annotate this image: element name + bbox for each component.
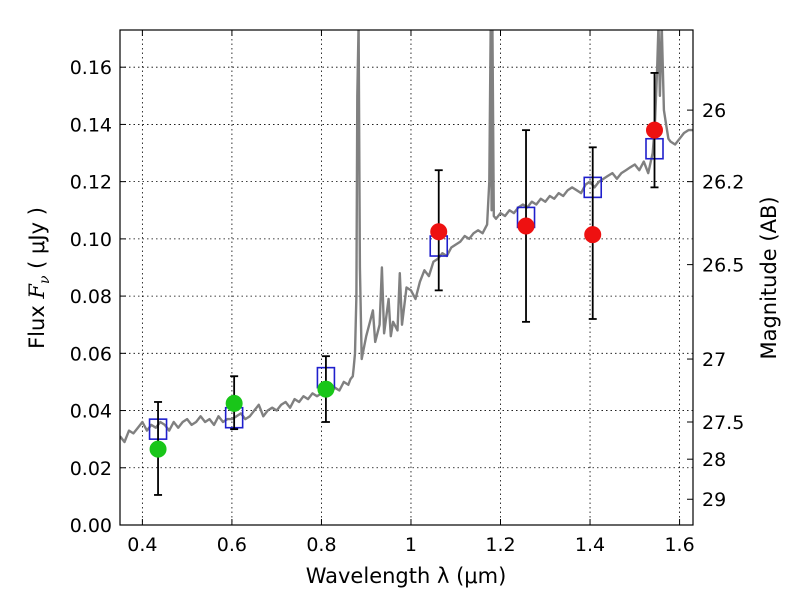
y-tick-label: 0.12 [70, 172, 112, 194]
plot-frame [119, 29, 694, 526]
y-tick-label: 0.04 [70, 401, 112, 423]
magnitude-axis-title: Magnitude (AB) [757, 196, 781, 359]
magnitude-tick-label: 28 [702, 449, 726, 471]
data-point [584, 226, 602, 244]
error-bars [154, 72, 659, 496]
y-axis-title-sub: ν [37, 275, 53, 284]
magnitude-tick-label: 29 [702, 489, 726, 511]
x-tick-label: 0.8 [306, 534, 336, 556]
y-tick-label: 0.08 [70, 286, 112, 308]
magnitude-tick-label: 26.2 [702, 172, 744, 194]
magnitude-tick-label: 27 [702, 349, 726, 371]
x-tick-label: 1.6 [664, 534, 694, 556]
y-axis-title: Flux Fν ( μJy ) [25, 207, 53, 349]
data-point [317, 380, 335, 398]
spectrum-line [120, 30, 693, 444]
x-axis: 0.4 0.6 0.8 1 1.2 1.4 1.6 [127, 30, 695, 556]
data-point [517, 217, 535, 235]
spectrum-series [120, 30, 693, 444]
grid [120, 30, 693, 526]
y-axis: 0.00 0.02 0.04 0.06 0.08 0.10 0.12 0.14 0.16 [70, 57, 126, 537]
x-tick-label: 1.2 [485, 534, 515, 556]
magnitude-axis: 26 26.2 26.5 27 27.5 28 29 [687, 100, 744, 511]
y-axis-title-var: F [25, 283, 49, 300]
data-point [646, 121, 664, 139]
x-tick-label: 0.6 [217, 534, 247, 556]
x-tick-label: 1.4 [575, 534, 605, 556]
magnitude-tick-label: 27.5 [702, 412, 744, 434]
x-axis-title: Wavelength λ (μm) [306, 564, 507, 588]
x-tick-label: 0.4 [127, 534, 157, 556]
y-tick-label: 0.06 [70, 343, 112, 365]
y-tick-label: 0.14 [70, 114, 112, 136]
y-tick-label: 0.16 [70, 57, 112, 79]
observed-points [149, 121, 664, 458]
y-tick-label: 0.02 [70, 458, 112, 480]
data-point [225, 394, 243, 412]
y-tick-label: 0.00 [70, 515, 112, 537]
data-point [430, 223, 448, 241]
y-axis-title-suffix: ( μJy ) [25, 207, 49, 275]
y-tick-label: 0.10 [70, 229, 112, 251]
magnitude-tick-label: 26 [702, 100, 726, 122]
y-axis-title-prefix: Flux [25, 299, 49, 349]
data-point [149, 440, 167, 458]
x-tick-label: 1 [405, 534, 417, 556]
magnitude-tick-label: 26.5 [702, 255, 744, 277]
